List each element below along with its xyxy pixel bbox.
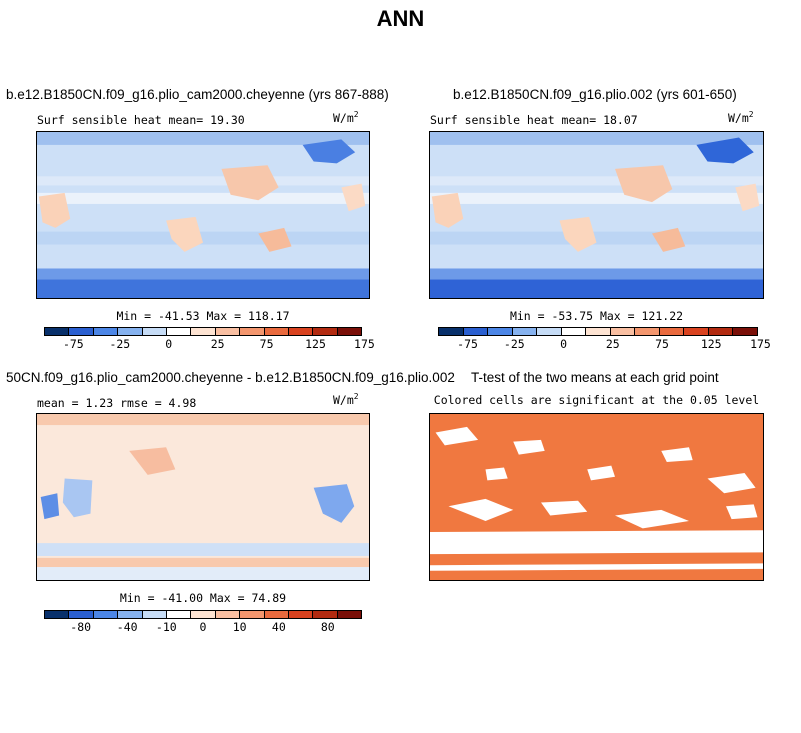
panel3-minmax: Min = -41.00 Max = 74.89 <box>119 591 287 605</box>
colorbar-tick-label: -25 <box>109 337 131 351</box>
colorbar-segment <box>118 328 143 335</box>
panel4-field <box>430 414 763 580</box>
panel4-title: T-test of the two means at each grid poi… <box>471 370 719 385</box>
colorbar-segment <box>708 328 734 335</box>
colorbar-tick-label: -40 <box>116 620 138 634</box>
panel3-subtitle: mean = 1.23 rmse = 4.98 <box>37 396 197 410</box>
colorbar-segment <box>142 611 167 618</box>
colorbar-segment <box>191 611 216 618</box>
colorbar-segment <box>586 328 611 335</box>
colorbar-tick-label: -25 <box>503 337 525 351</box>
colorbar-segment <box>610 328 636 335</box>
colorbar-tick-label: -75 <box>62 337 84 351</box>
colorbar-segment <box>684 328 709 335</box>
colorbar-segment <box>561 328 587 335</box>
colorbar-tick-label: 25 <box>210 337 225 351</box>
panel1-units: W/m2 <box>333 110 359 125</box>
colorbar-segment <box>313 611 338 618</box>
colorbar-tick-label: 25 <box>605 337 620 351</box>
panel1-map <box>36 131 370 299</box>
colorbar-tick-label: 75 <box>655 337 669 351</box>
panel1-subtitle: Surf sensible heat mean= 19.30 <box>37 113 245 127</box>
colorbar-segment <box>45 328 70 335</box>
panel2-field <box>430 132 763 298</box>
colorbar-segment <box>733 328 757 335</box>
colorbar-segment <box>166 611 192 618</box>
colorbar-segment <box>264 611 289 618</box>
colorbar-segment <box>93 611 119 618</box>
panel1-minmax: Min = -41.53 Max = 118.17 <box>116 309 290 323</box>
colorbar-segment <box>439 328 464 335</box>
colorbar-segment <box>240 328 265 335</box>
colorbar-tick-label: 10 <box>232 620 247 634</box>
colorbar-segment <box>45 611 70 618</box>
panel1-colorbar <box>44 327 362 336</box>
panel4-map <box>429 413 764 581</box>
panel2-colorbar <box>438 327 758 336</box>
colorbar-segment <box>191 328 216 335</box>
colorbar-tick-label: -80 <box>70 620 92 634</box>
panel1-field <box>37 132 369 298</box>
colorbar-segment <box>240 611 265 618</box>
colorbar-segment <box>337 611 362 618</box>
colorbar-tick-label: 0 <box>560 337 567 351</box>
panel3-colorbar <box>44 610 362 619</box>
panel1-title: b.e12.B1850CN.f09_g16.plio_cam2000.cheye… <box>6 87 389 102</box>
panel1-colorbar-ticks: -75 -25 0 25 75 125 175 <box>44 337 375 351</box>
colorbar-tick-label: 75 <box>259 337 274 351</box>
panel3-map <box>36 413 370 581</box>
colorbar-segment <box>69 611 94 618</box>
colorbar-segment <box>215 328 241 335</box>
colorbar-segment <box>337 328 362 335</box>
colorbar-tick-label: 125 <box>305 337 326 351</box>
colorbar-tick-label: -75 <box>457 337 478 351</box>
colorbar-tick-label: 0 <box>165 337 173 351</box>
colorbar-tick-label: 125 <box>700 337 722 351</box>
colorbar-tick-label: 80 <box>320 620 335 634</box>
colorbar-segment <box>635 328 660 335</box>
colorbar-segment <box>313 328 338 335</box>
colorbar-segment <box>69 328 94 335</box>
colorbar-tick-label: -10 <box>155 620 177 634</box>
colorbar-segment <box>118 611 143 618</box>
colorbar-segment <box>288 611 314 618</box>
colorbar-tick-label: 175 <box>750 337 771 351</box>
colorbar-segment <box>512 328 538 335</box>
panel3-colorbar-ticks: -80 -40 -10 0 10 40 80 <box>44 620 362 634</box>
colorbar-segment <box>215 611 241 618</box>
panel3-title: 50CN.f09_g16.plio_cam2000.cheyenne - b.e… <box>6 370 455 385</box>
colorbar-segment <box>463 328 489 335</box>
panel2-map <box>429 131 764 299</box>
colorbar-segment <box>288 328 314 335</box>
colorbar-segment <box>659 328 685 335</box>
colorbar-segment <box>142 328 167 335</box>
figure-title: ANN <box>376 6 425 31</box>
panel2-subtitle: Surf sensible heat mean= 18.07 <box>430 113 638 127</box>
panel3-units: W/m2 <box>333 392 359 407</box>
panel2-title: b.e12.B1850CN.f09_g16.plio.002 (yrs 601-… <box>453 87 737 102</box>
colorbar-tick-label: 175 <box>354 337 375 351</box>
panel2-colorbar-ticks: -75 -25 0 25 75 125 175 <box>438 337 771 351</box>
colorbar-segment <box>264 328 289 335</box>
panel2-units: W/m2 <box>728 110 754 125</box>
panel3-field <box>37 414 369 580</box>
panel4-subtitle: Colored cells are significant at the 0.0… <box>433 393 760 407</box>
colorbar-segment <box>488 328 513 335</box>
colorbar-tick-label: 0 <box>199 620 207 634</box>
colorbar-segment <box>166 328 192 335</box>
colorbar-tick-label: 40 <box>271 620 286 634</box>
panel2-minmax: Min = -53.75 Max = 121.22 <box>509 309 684 323</box>
colorbar-segment <box>93 328 119 335</box>
colorbar-segment <box>537 328 562 335</box>
